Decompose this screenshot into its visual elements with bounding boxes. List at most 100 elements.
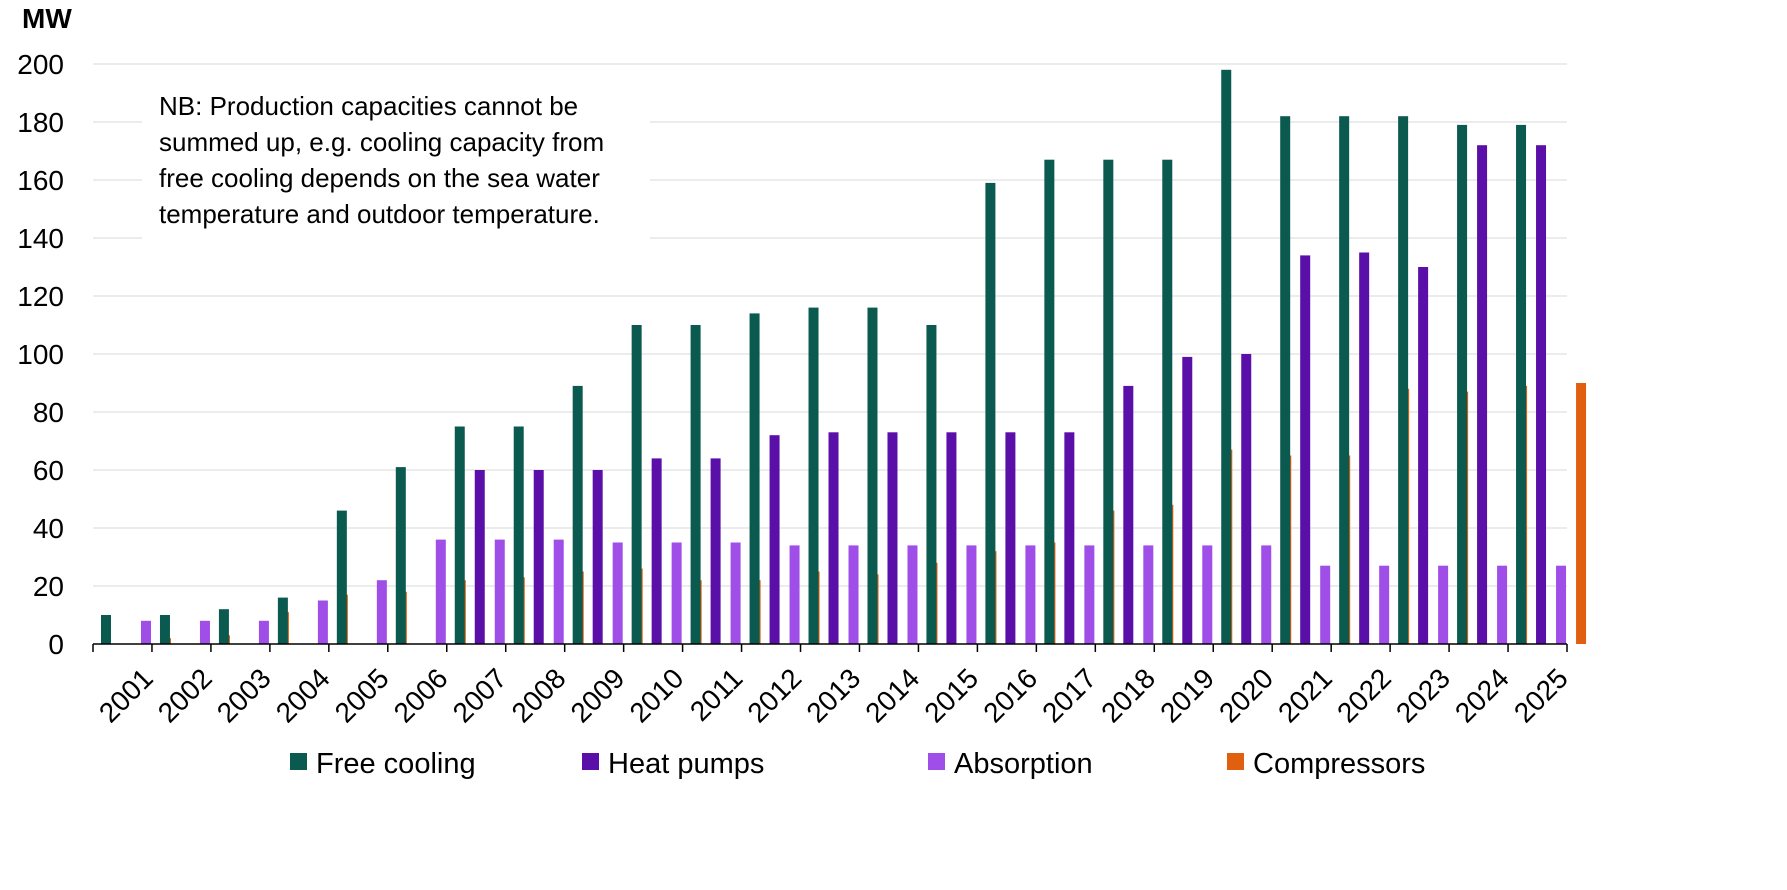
y-tick-label: 40 xyxy=(33,513,64,544)
y-tick-label: 100 xyxy=(17,339,64,370)
bar-heat-pumps-2013 xyxy=(828,432,839,644)
annotation-line: summed up, e.g. cooling capacity from xyxy=(159,127,604,157)
bar-absorption-2003 xyxy=(258,620,269,644)
annotation-box: NB: Production capacities cannot be summe… xyxy=(142,80,650,240)
legend-label: Absorption xyxy=(954,748,1093,780)
bar-free-cooling-2023 xyxy=(1398,116,1409,644)
bar-heat-pumps-2014 xyxy=(887,432,898,644)
annotation-line: free cooling depends on the sea water xyxy=(159,163,600,193)
bar-free-cooling-2022 xyxy=(1339,116,1350,644)
x-tick-label: 2025 xyxy=(1508,662,1574,728)
bar-free-cooling-2001 xyxy=(101,615,111,644)
bar-absorption-2004 xyxy=(317,600,328,644)
bar-heat-pumps-2017 xyxy=(1064,432,1075,644)
bar-absorption-2025 xyxy=(1556,565,1567,644)
legend-swatch xyxy=(928,753,945,770)
x-tick-label: 2008 xyxy=(506,662,572,728)
bar-absorption-2021 xyxy=(1320,565,1331,644)
bar-heat-pumps-2008 xyxy=(533,470,544,644)
bar-free-cooling-2014 xyxy=(867,307,878,644)
bar-free-cooling-2005 xyxy=(336,510,347,644)
x-tick-label: 2023 xyxy=(1390,662,1456,728)
bar-heat-pumps-2021 xyxy=(1300,255,1311,644)
x-tick-label: 2019 xyxy=(1154,662,1220,728)
bar-heat-pumps-2016 xyxy=(1005,432,1016,644)
bar-heat-pumps-2011 xyxy=(710,458,721,644)
bar-absorption-2023 xyxy=(1438,565,1449,644)
legend-swatch xyxy=(290,753,307,770)
y-tick-label: 200 xyxy=(17,49,64,80)
annotation-line: NB: Production capacities cannot be xyxy=(159,91,578,121)
bar-free-cooling-2016 xyxy=(985,182,996,644)
y-tick-label: 160 xyxy=(17,165,64,196)
bar-heat-pumps-2025 xyxy=(1536,145,1547,644)
bar-absorption-2012 xyxy=(789,545,800,644)
bar-free-cooling-2025 xyxy=(1516,124,1527,644)
bar-free-cooling-2019 xyxy=(1162,159,1173,644)
x-tick-label: 2004 xyxy=(270,662,336,728)
bar-free-cooling-2018 xyxy=(1103,159,1114,644)
bar-absorption-2017 xyxy=(1084,545,1095,644)
y-tick-label: 180 xyxy=(17,107,64,138)
bar-absorption-2006 xyxy=(435,539,446,644)
bar-heat-pumps-2023 xyxy=(1418,267,1429,644)
bar-compressors-2025 xyxy=(1576,383,1587,644)
x-tick-label: 2005 xyxy=(329,662,395,728)
legend-swatch xyxy=(1227,753,1244,770)
x-tick-label: 2020 xyxy=(1213,662,1279,728)
bar-free-cooling-2013 xyxy=(808,307,819,644)
bar-absorption-2011 xyxy=(730,542,741,644)
bar-heat-pumps-2012 xyxy=(769,435,780,644)
x-tick-label: 2009 xyxy=(565,662,631,728)
legend-label: Compressors xyxy=(1253,748,1425,780)
bar-absorption-2007 xyxy=(494,539,505,644)
annotation-background xyxy=(142,80,650,240)
bar-free-cooling-2017 xyxy=(1044,159,1055,644)
y-tick-label: 0 xyxy=(48,629,64,660)
bar-absorption-2020 xyxy=(1261,545,1272,644)
x-tick-label: 2013 xyxy=(800,662,866,728)
x-tick-label: 2015 xyxy=(918,662,984,728)
bar-absorption-2024 xyxy=(1497,565,1508,644)
x-tick-label: 2021 xyxy=(1272,662,1338,728)
bar-free-cooling-2008 xyxy=(513,426,524,644)
x-tick-label: 2003 xyxy=(211,662,277,728)
bar-heat-pumps-2015 xyxy=(946,432,957,644)
y-tick-label: 120 xyxy=(17,281,64,312)
bar-heat-pumps-2019 xyxy=(1182,356,1193,644)
legend-label: Heat pumps xyxy=(608,748,764,780)
bar-free-cooling-2004 xyxy=(277,597,288,644)
y-tick-label: 60 xyxy=(33,455,64,486)
bar-heat-pumps-2020 xyxy=(1241,354,1252,644)
bar-absorption-2009 xyxy=(612,542,623,644)
x-tick-label: 2010 xyxy=(624,662,690,728)
bar-absorption-2016 xyxy=(1025,545,1036,644)
bar-free-cooling-2002 xyxy=(159,615,170,644)
bar-free-cooling-2010 xyxy=(631,325,642,644)
bar-free-cooling-2015 xyxy=(926,325,937,644)
x-tick-label: 2018 xyxy=(1095,662,1161,728)
bar-free-cooling-2003 xyxy=(218,609,229,644)
bar-heat-pumps-2022 xyxy=(1359,252,1370,644)
x-tick-label: 2016 xyxy=(977,662,1043,728)
bar-absorption-2001 xyxy=(141,620,151,644)
x-tick-label: 2024 xyxy=(1449,662,1515,728)
bar-absorption-2022 xyxy=(1379,565,1390,644)
x-tick-label: 2014 xyxy=(859,662,925,728)
bar-absorption-2015 xyxy=(966,545,977,644)
bar-heat-pumps-2007 xyxy=(474,470,485,644)
bar-absorption-2018 xyxy=(1143,545,1154,644)
bar-heat-pumps-2010 xyxy=(651,458,662,644)
y-tick-label: 80 xyxy=(33,397,64,428)
bar-heat-pumps-2024 xyxy=(1477,145,1488,644)
bar-free-cooling-2024 xyxy=(1457,124,1468,644)
bar-free-cooling-2006 xyxy=(395,467,406,644)
bar-free-cooling-2009 xyxy=(572,385,583,644)
legend-swatch xyxy=(582,753,599,770)
bar-absorption-2010 xyxy=(671,542,682,644)
bar-free-cooling-2021 xyxy=(1280,116,1291,644)
bar-free-cooling-2020 xyxy=(1221,69,1232,645)
x-tick-label: 2007 xyxy=(447,662,513,728)
annotation-line: temperature and outdoor temperature. xyxy=(159,199,600,229)
x-tick-label: 2011 xyxy=(684,662,749,727)
